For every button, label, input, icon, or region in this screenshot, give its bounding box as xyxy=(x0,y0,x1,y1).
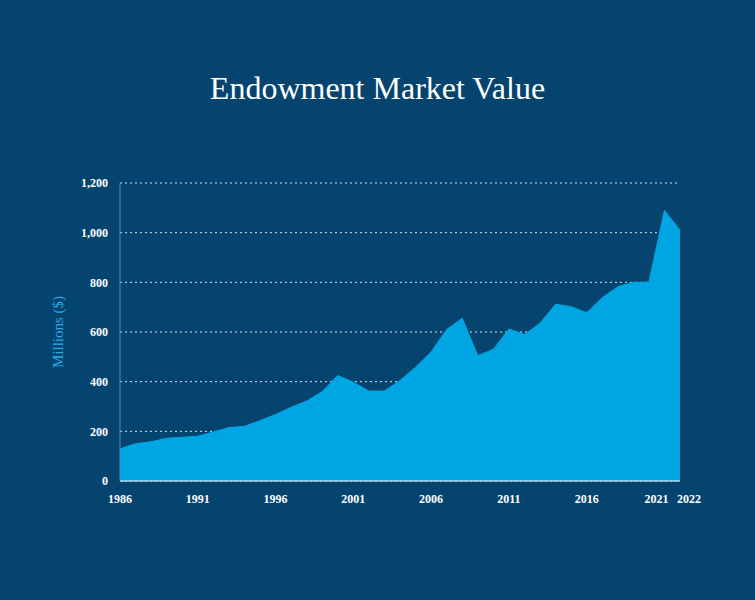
svg-text:2021: 2021 xyxy=(644,492,668,506)
svg-text:1,000: 1,000 xyxy=(81,226,108,240)
svg-text:2011: 2011 xyxy=(497,492,520,506)
svg-text:2016: 2016 xyxy=(575,492,599,506)
svg-text:0: 0 xyxy=(102,474,108,488)
svg-text:1991: 1991 xyxy=(186,492,210,506)
svg-text:2022: 2022 xyxy=(677,492,701,506)
svg-text:1996: 1996 xyxy=(264,492,288,506)
svg-text:2006: 2006 xyxy=(419,492,443,506)
svg-text:400: 400 xyxy=(90,375,108,389)
svg-text:200: 200 xyxy=(90,425,108,439)
svg-text:Millions ($): Millions ($) xyxy=(50,296,67,368)
svg-text:1,200: 1,200 xyxy=(81,176,108,190)
svg-text:800: 800 xyxy=(90,276,108,290)
svg-text:600: 600 xyxy=(90,325,108,339)
svg-text:2001: 2001 xyxy=(341,492,365,506)
html-text:Endowment Market Value: Endowment Market Value xyxy=(209,70,546,106)
svg-text:1986: 1986 xyxy=(108,492,132,506)
